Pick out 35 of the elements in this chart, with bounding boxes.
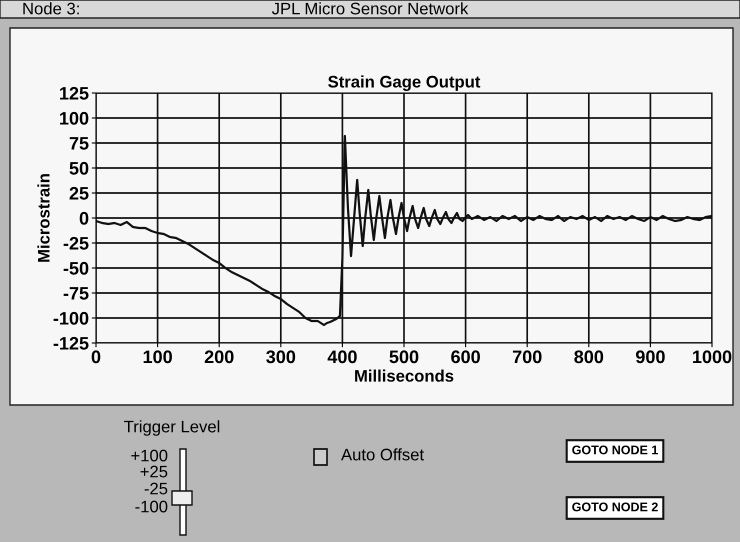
y-tick-label: 75 <box>70 137 89 150</box>
x-tick-label: 100 <box>144 350 172 364</box>
x-tick-label: 400 <box>328 350 357 364</box>
text: Node 3: <box>23 2 79 14</box>
text: +25 <box>140 466 168 478</box>
y-tick-label: 100 <box>60 112 88 125</box>
x-axis-title: Milliseconds <box>355 370 454 382</box>
y-tick-label: -75 <box>64 287 89 300</box>
y-tick-label: -25 <box>64 236 89 250</box>
chart-title: Strain Gage Output <box>328 75 480 91</box>
text: -25 <box>144 482 168 494</box>
text: JPL Micro Sensor Network <box>272 2 468 14</box>
y-tick-label: -100 <box>54 312 88 325</box>
text: GOTO NODE 2 <box>572 502 658 512</box>
x-tick-label: 0 <box>92 350 100 364</box>
y-tick-label: 25 <box>70 186 89 200</box>
text: +100 <box>131 450 168 462</box>
y-tick-label: 0 <box>80 212 88 225</box>
x-tick-label: 900 <box>636 350 665 364</box>
x-tick-label: 700 <box>512 350 542 364</box>
text: GOTO NODE 1 <box>572 446 658 454</box>
x-tick-label: 300 <box>266 350 296 364</box>
y-axis-title: Microstrain <box>37 174 50 262</box>
x-tick-label: 800 <box>574 350 604 364</box>
y-tick-label: 50 <box>70 162 88 175</box>
text: Auto Offset <box>341 448 424 460</box>
text: -100 <box>135 500 168 512</box>
x-tick-label: 1000 <box>693 350 732 364</box>
y-tick-label: -50 <box>64 262 88 275</box>
y-tick-label: -125 <box>54 336 89 350</box>
x-tick-label: 200 <box>204 350 234 364</box>
x-tick-label: 600 <box>451 350 480 364</box>
x-tick-label: 500 <box>389 350 418 364</box>
y-tick-label: 125 <box>60 86 89 100</box>
text: Trigger Level <box>124 420 220 436</box>
